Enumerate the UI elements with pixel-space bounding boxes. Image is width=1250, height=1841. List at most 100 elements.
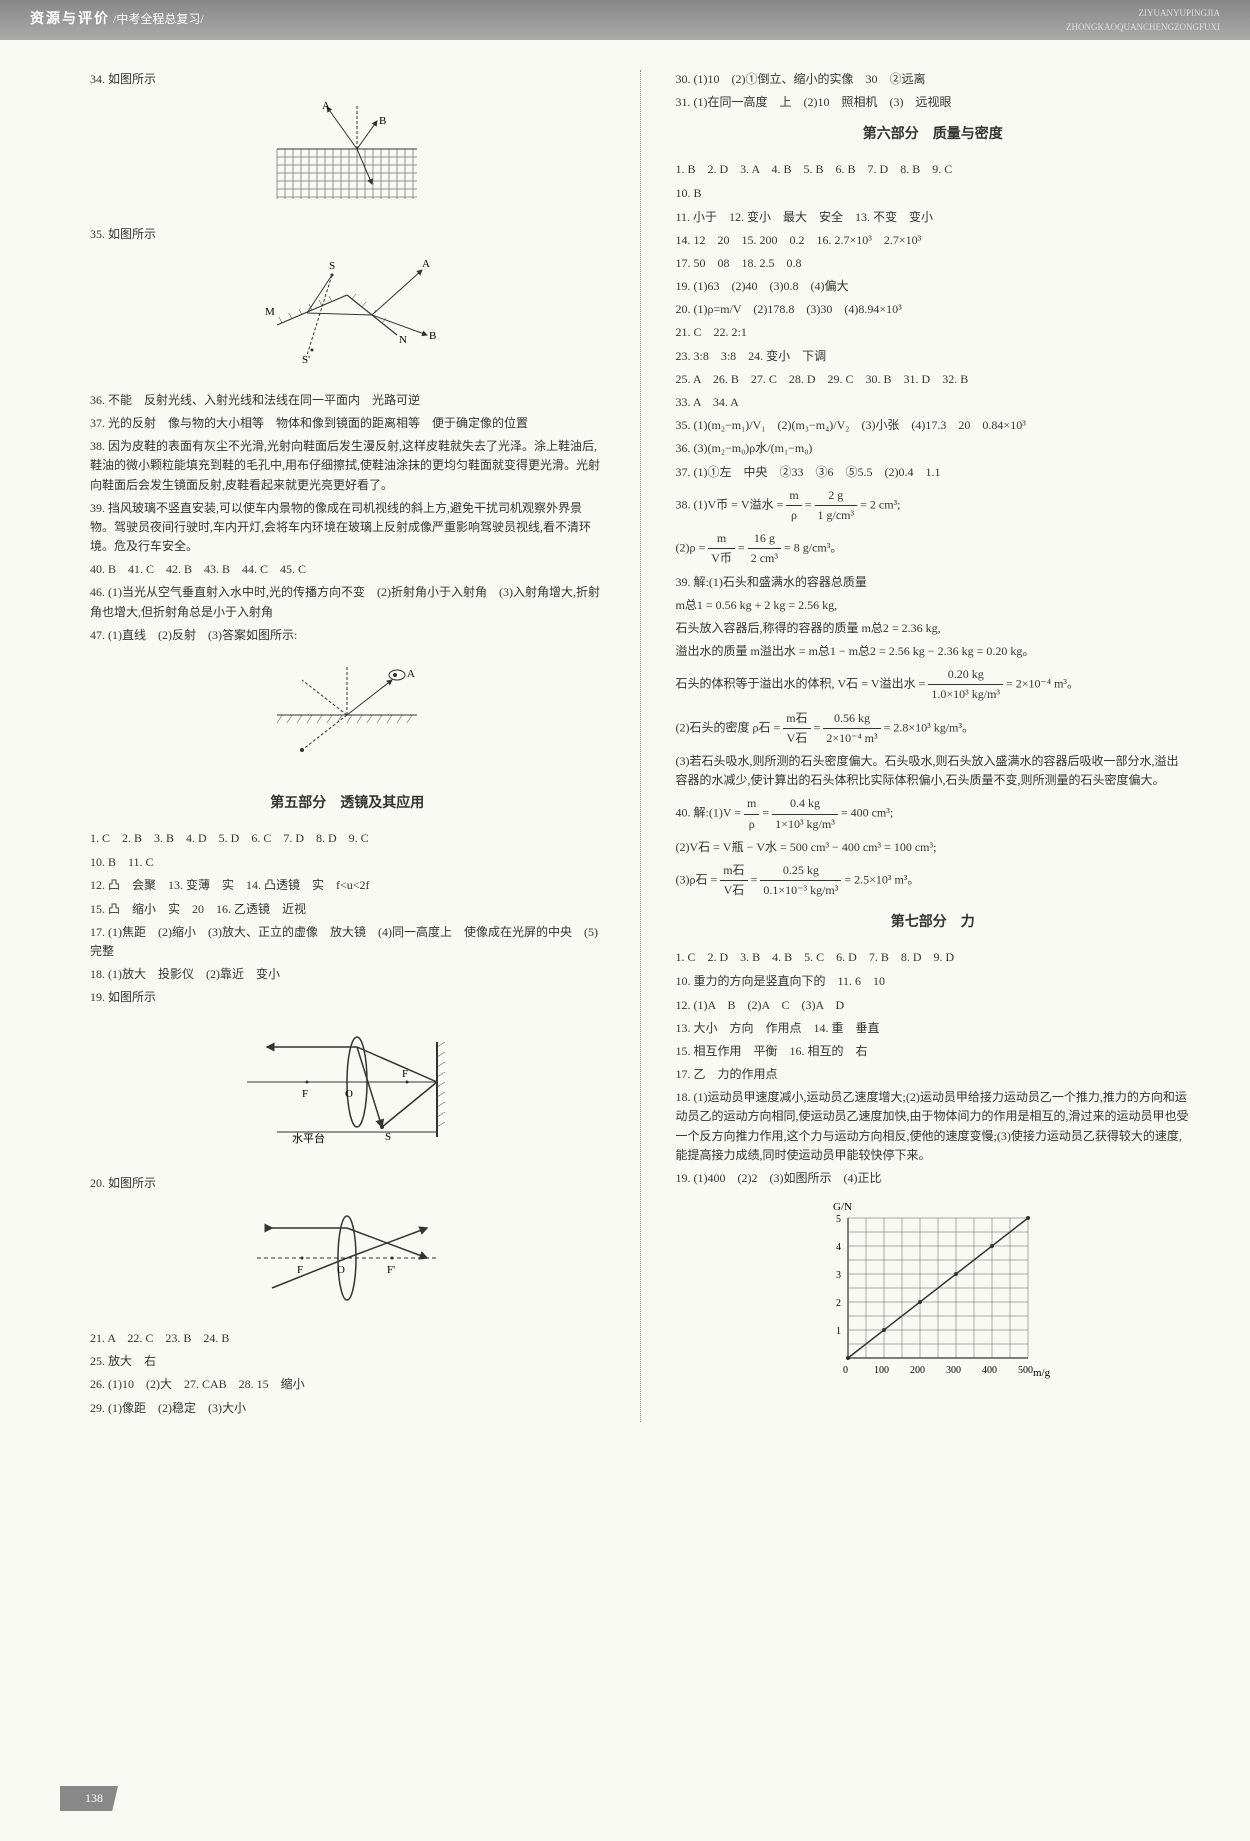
svg-text:S': S' <box>302 354 310 366</box>
q34-label: 34. 如图所示 <box>90 70 605 89</box>
page-header: 资源与评价 /中考全程总复习/ ZIYUANYUPINGJIA ZHONGKAO… <box>0 0 1250 40</box>
s6-q39-3: (3)若石头吸水,则所测的石头密度偏大。石头吸水,则石头放入盛满水的容器后吸收一… <box>676 752 1191 790</box>
svg-text:4: 4 <box>836 1242 841 1253</box>
s7-q12: 12. (1)A B (2)A C (3)A D <box>676 996 1191 1015</box>
s6-q20: 20. (1)ρ=m/V (2)178.8 (3)30 (4)8.94×10³ <box>676 300 1191 319</box>
svg-text:A: A <box>322 100 330 112</box>
header-pinyin-2: ZHONGKAOQUANCHENGZONGFUXI <box>1066 20 1220 34</box>
figure-s5-19: F O F 水平台 S <box>90 1017 605 1163</box>
s6-q38-2: (2)ρ = mV币 = 16 g2 cm³ = 8 g/cm³。 <box>676 529 1191 568</box>
left-column: 34. 如图所示 A B 35. 如图所示 <box>90 70 605 1422</box>
s5-q19: 19. 如图所示 <box>90 988 605 1007</box>
svg-text:F: F <box>402 1068 408 1080</box>
svg-text:B: B <box>429 330 436 342</box>
figure-s5-20: F O F' <box>90 1203 605 1319</box>
s5-q26-28: 26. (1)10 (2)大 27. CAB 28. 15 缩小 <box>90 1375 605 1394</box>
s5-q10-11: 10. B 11. C <box>90 853 605 872</box>
s5-q1-9: 1. C 2. B 3. B 4. D 5. D 6. C 7. D 8. D … <box>90 828 605 850</box>
header-pinyin-1: ZIYUANYUPINGJIA <box>1066 6 1220 20</box>
svg-text:1: 1 <box>836 1326 841 1337</box>
s6-q39-l2: 石头放入容器后,称得的容器的质量 m总2 = 2.36 kg, <box>676 619 1191 638</box>
svg-text:水平台: 水平台 <box>292 1131 325 1145</box>
figure-35: S A M N B S' <box>90 255 605 381</box>
s6-q39-l3: 溢出水的质量 m溢出水 = m总1 − m总2 = 2.56 kg − 2.36… <box>676 642 1191 661</box>
svg-text:F': F' <box>387 1264 395 1276</box>
header-title: 资源与评价 <box>30 12 110 27</box>
figure-34: A B <box>90 99 605 215</box>
s6-q39-l5: (2)石头的密度 ρ石 = m石V石 = 0.56 kg2×10⁻⁴ m³ = … <box>676 709 1191 748</box>
section-5-title: 第五部分 透镜及其应用 <box>90 793 605 815</box>
s6-q11-13: 11. 小于 12. 变小 最大 安全 13. 不变 变小 <box>676 208 1191 227</box>
section-6-title: 第六部分 质量与密度 <box>676 124 1191 146</box>
s5-q12: 12. 凸 会聚 13. 变薄 实 14. 凸透镜 实 f<u<2f <box>90 876 605 895</box>
s6-q25-32: 25. A 26. B 27. C 28. D 29. C 30. B 31. … <box>676 370 1191 389</box>
svg-text:N: N <box>399 334 407 346</box>
s7-q17: 17. 乙 力的作用点 <box>676 1065 1191 1084</box>
svg-text:F: F <box>302 1088 308 1100</box>
svg-text:500: 500 <box>1018 1365 1033 1376</box>
right-column: 30. (1)10 (2)①倒立、缩小的实像 30 ②远离 31. (1)在同一… <box>676 70 1191 1422</box>
s6-q40-2: (2)V石 = V瓶 − V水 = 500 cm³ − 400 cm³ = 10… <box>676 838 1191 857</box>
chart-s7-19: G/N m/g 1 2 3 4 5 <box>676 1198 1191 1394</box>
q39: 39. 挡风玻璃不竖直安装,可以使车内景物的像成在司机视线的斜上方,避免干扰司机… <box>90 499 605 557</box>
svg-text:0: 0 <box>843 1365 848 1376</box>
s6-q10: 10. B <box>676 184 1191 203</box>
figure-47: A <box>90 655 605 781</box>
q35-label: 35. 如图所示 <box>90 225 605 244</box>
s6-q19: 19. (1)63 (2)40 (3)0.8 (4)偏大 <box>676 277 1191 296</box>
q36: 36. 不能 反射光线、入射光线和法线在同一平面内 光路可逆 <box>90 391 605 410</box>
s6-q36: 36. (3)(m₂−m₀)ρ水/(m₁−m₀) <box>676 439 1191 458</box>
s5-q18: 18. (1)放大 投影仪 (2)靠近 变小 <box>90 965 605 984</box>
svg-text:100: 100 <box>874 1365 889 1376</box>
svg-text:O: O <box>345 1088 353 1100</box>
q46: 46. (1)当光从空气垂直射入水中时,光的传播方向不变 (2)折射角小于入射角… <box>90 583 605 621</box>
s6-q1-9: 1. B 2. D 3. A 4. B 5. B 6. B 7. D 8. B … <box>676 159 1191 181</box>
svg-text:2: 2 <box>836 1298 841 1309</box>
s6-q39-l1: m总1 = 0.56 kg + 2 kg = 2.56 kg, <box>676 596 1191 615</box>
svg-text:G/N: G/N <box>833 1201 852 1213</box>
svg-text:A: A <box>422 258 430 270</box>
s5-q15: 15. 凸 缩小 实 20 16. 乙透镜 近视 <box>90 900 605 919</box>
svg-text:A: A <box>407 668 415 680</box>
s6-q39-l4: 石头的体积等于溢出水的体积, V石 = V溢出水 = 0.20 kg1.0×10… <box>676 665 1191 704</box>
s6-q35: 35. (1)(m₂−m₁)/V₁ (2)(m₃−m₄)/V₂ (3)小张 (4… <box>676 416 1191 435</box>
q38: 38. 因为皮鞋的表面有灰尘不光滑,光射向鞋面后发生漫反射,这样皮鞋就失去了光泽… <box>90 437 605 495</box>
s5-q25: 25. 放大 右 <box>90 1352 605 1371</box>
s6-q17: 17. 50 08 18. 2.5 0.8 <box>676 254 1191 273</box>
q30: 30. (1)10 (2)①倒立、缩小的实像 30 ②远离 <box>676 70 1191 89</box>
s6-q39-intro: 39. 解:(1)石头和盛满水的容器总质量 <box>676 573 1191 592</box>
svg-text:200: 200 <box>910 1365 925 1376</box>
s7-q13: 13. 大小 方向 作用点 14. 重 垂直 <box>676 1019 1191 1038</box>
s6-q37: 37. (1)①左 中央 ②33 ③6 ⑤5.5 (2)0.4 1.1 <box>676 463 1191 482</box>
s6-q40-3: (3)ρ石 = m石V石 = 0.25 kg0.1×10⁻³ kg/m³ = 2… <box>676 861 1191 900</box>
q47: 47. (1)直线 (2)反射 (3)答案如图所示: <box>90 626 605 645</box>
s6-q14: 14. 12 20 15. 200 0.2 16. 2.7×10³ 2.7×10… <box>676 231 1191 250</box>
svg-text:S: S <box>385 1131 391 1143</box>
svg-text:400: 400 <box>982 1365 997 1376</box>
s6-q38-1: 38. (1)V币 = V溢水 = mρ = 2 g1 g/cm³ = 2 cm… <box>676 486 1191 525</box>
s5-q29: 29. (1)像距 (2)稳定 (3)大小 <box>90 1399 605 1418</box>
s7-q19: 19. (1)400 (2)2 (3)如图所示 (4)正比 <box>676 1169 1191 1188</box>
s5-q21-24: 21. A 22. C 23. B 24. B <box>90 1329 605 1348</box>
q37: 37. 光的反射 像与物的大小相等 物体和像到镜面的距离相等 便于确定像的位置 <box>90 414 605 433</box>
section-7-title: 第七部分 力 <box>676 912 1191 934</box>
s5-q20: 20. 如图所示 <box>90 1174 605 1193</box>
s7-q10: 10. 重力的方向是竖直向下的 11. 6 10 <box>676 972 1191 991</box>
svg-text:3: 3 <box>836 1270 841 1281</box>
svg-text:S: S <box>329 260 335 272</box>
s6-q23: 23. 3:8 3:8 24. 变小 下调 <box>676 347 1191 366</box>
svg-text:m/g: m/g <box>1033 1367 1051 1379</box>
svg-text:300: 300 <box>946 1365 961 1376</box>
header-subtitle: /中考全程总复习/ <box>113 12 204 26</box>
svg-text:F: F <box>297 1264 303 1276</box>
s7-q15: 15. 相互作用 平衡 16. 相互的 右 <box>676 1042 1191 1061</box>
s5-q17: 17. (1)焦距 (2)缩小 (3)放大、正立的虚像 放大镜 (4)同一高度上… <box>90 923 605 961</box>
s7-q18: 18. (1)运动员甲速度减小,运动员乙速度增大;(2)运动员甲给接力运动员乙一… <box>676 1088 1191 1165</box>
s6-q33-34: 33. A 34. A <box>676 393 1191 412</box>
q31: 31. (1)在同一高度 上 (2)10 照相机 (3) 远视眼 <box>676 93 1191 112</box>
svg-text:O: O <box>337 1264 345 1276</box>
svg-text:M: M <box>265 306 275 318</box>
s7-q1-9: 1. C 2. D 3. B 4. B 5. C 6. D 7. B 8. D … <box>676 947 1191 969</box>
svg-text:5: 5 <box>836 1214 841 1225</box>
q40-45: 40. B 41. C 42. B 43. B 44. C 45. C <box>90 560 605 579</box>
